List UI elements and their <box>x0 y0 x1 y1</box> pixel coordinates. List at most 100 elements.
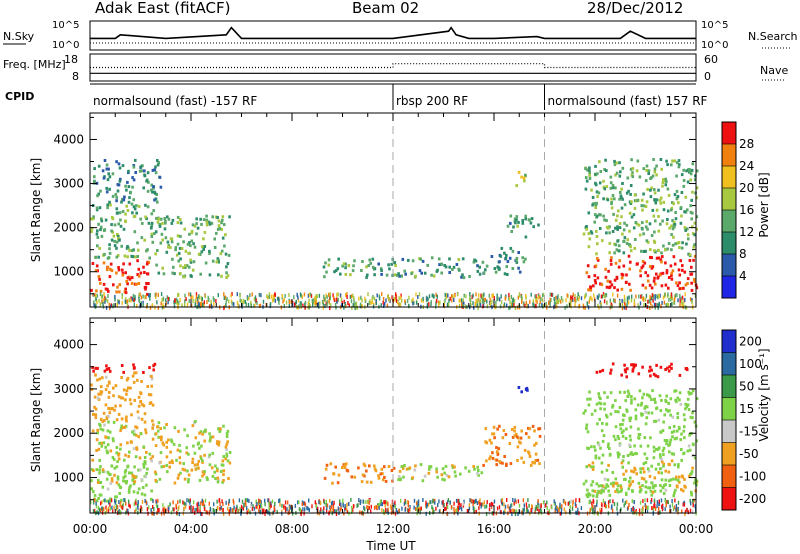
noise-cell <box>689 297 692 302</box>
noise-cell <box>199 295 201 300</box>
noise-cell <box>152 505 154 509</box>
echo-cell <box>596 195 599 198</box>
noise-cell <box>517 295 519 300</box>
noise-cell <box>527 498 529 503</box>
echo-cell <box>601 486 605 490</box>
echo-cell <box>377 474 380 478</box>
noise-cell <box>477 306 479 311</box>
noise-cell <box>549 297 551 302</box>
echo-cell <box>94 373 97 377</box>
noise-cell <box>597 511 599 516</box>
noise-cell <box>665 303 667 308</box>
echo-cell <box>132 363 135 367</box>
noise-cell <box>186 498 188 503</box>
noise-cell <box>534 510 536 515</box>
noise-cell <box>121 505 124 510</box>
noise-cell <box>92 500 95 505</box>
noise-cell <box>572 503 574 508</box>
noise-cell <box>535 294 537 299</box>
noise-cell <box>407 503 409 508</box>
echo-cell <box>645 456 649 460</box>
echo-cell <box>96 194 99 198</box>
echo-cell <box>620 215 623 219</box>
noise-cell <box>376 293 378 298</box>
echo-cell <box>116 285 119 289</box>
echo-cell <box>351 269 355 273</box>
echo-cell <box>437 257 441 261</box>
echo-cell <box>662 492 666 496</box>
echo-cell <box>405 467 409 471</box>
noise-cell <box>226 296 228 301</box>
echo-cell <box>691 211 694 215</box>
noise-cell <box>395 298 398 303</box>
echo-cell <box>524 214 527 218</box>
noise-cell <box>609 499 611 504</box>
echo-cell <box>174 248 177 252</box>
echo-cell <box>692 258 695 262</box>
echo-cell <box>660 398 663 402</box>
noise-cell <box>660 498 663 503</box>
noise-cell <box>428 302 430 307</box>
echo-cell <box>170 240 174 244</box>
echo-cell <box>124 453 127 457</box>
noise-cell <box>342 498 344 503</box>
echo-cell <box>170 440 174 444</box>
noise-cell <box>689 508 692 513</box>
echo-cell <box>192 260 196 264</box>
noise-cell <box>163 506 166 511</box>
echo-cell <box>635 472 638 476</box>
echo-cell <box>99 392 103 396</box>
noise-cell <box>525 502 528 507</box>
echo-cell <box>642 477 646 481</box>
echo-cell <box>686 449 690 453</box>
echo-cell <box>451 466 455 469</box>
noise-cell <box>325 293 327 298</box>
echo-cell <box>654 374 657 378</box>
noise-cell <box>348 502 350 506</box>
noise-cell <box>523 503 525 508</box>
noise-cell <box>96 510 98 515</box>
colorbar-swatch <box>722 330 736 353</box>
echo-cell <box>156 163 160 167</box>
echo-cell <box>609 452 612 456</box>
echo-cell <box>337 257 340 261</box>
echo-cell <box>96 396 100 400</box>
noise-cell <box>557 294 559 299</box>
echo-cell <box>197 459 201 463</box>
echo-cell <box>628 443 631 447</box>
noise-cell <box>649 306 651 310</box>
echo-cell <box>127 454 130 458</box>
echo-cell <box>119 443 123 447</box>
echo-cell <box>178 218 182 221</box>
noise-cell <box>351 305 353 310</box>
noise-cell <box>234 510 237 515</box>
echo-cell <box>686 227 689 231</box>
echo-cell <box>131 430 134 434</box>
echo-cell <box>515 258 518 262</box>
noise-cell <box>364 507 366 512</box>
echo-cell <box>643 261 647 265</box>
noise-cell <box>566 293 568 298</box>
noise-cell <box>542 304 544 308</box>
noise-cell <box>107 509 110 514</box>
noise-cell <box>685 305 688 310</box>
echo-cell <box>677 425 681 429</box>
echo-cell <box>618 406 622 409</box>
noise-cell <box>162 296 165 301</box>
echo-cell <box>628 267 632 271</box>
noise-cell <box>462 501 465 506</box>
echo-cell <box>672 235 675 239</box>
echo-cell <box>427 471 431 475</box>
echo-cell <box>222 455 225 459</box>
noise-cell <box>329 292 331 297</box>
echo-cell <box>648 222 652 226</box>
echo-cell <box>594 183 598 187</box>
echo-cell <box>518 440 521 444</box>
noise-cell <box>536 300 538 305</box>
noise-cell <box>359 302 362 307</box>
echo-cell <box>443 471 446 475</box>
echo-cell <box>152 423 155 427</box>
noise-cell <box>538 303 541 308</box>
noise-cell <box>384 301 386 306</box>
echo-cell <box>621 434 625 438</box>
